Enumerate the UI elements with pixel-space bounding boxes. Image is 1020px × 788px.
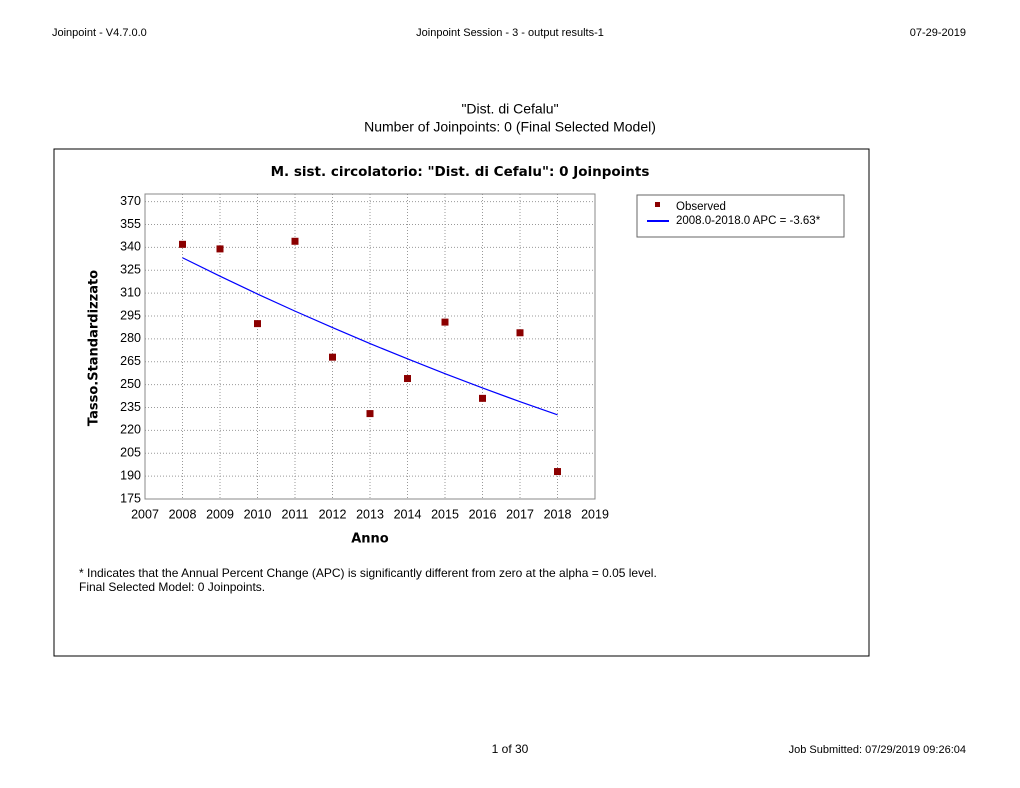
fit-line <box>182 257 558 416</box>
y-tick-label: 325 <box>120 263 141 277</box>
x-axis-label: Anno <box>351 532 389 547</box>
legend-box <box>636 194 845 238</box>
observed-point <box>516 329 524 337</box>
x-tick-label: 2016 <box>469 507 497 521</box>
footnote: * Indicates that the Annual Percent Chan… <box>79 566 657 580</box>
observed-point <box>291 237 299 245</box>
y-tick-label: 205 <box>120 446 141 460</box>
x-tick-label: 2009 <box>206 507 234 521</box>
x-tick-label: 2011 <box>282 507 309 521</box>
plot-border <box>144 193 596 500</box>
x-tick-label: 2018 <box>544 507 572 521</box>
y-tick-label: 310 <box>120 285 141 299</box>
heading: "Dist. di Cefalu" <box>461 101 558 117</box>
observed-point <box>404 375 411 383</box>
y-tick-label: 220 <box>120 423 141 437</box>
x-tick-label: 2008 <box>169 507 197 521</box>
header-right: 07-29-2019 <box>910 27 966 39</box>
y-tick-label: 175 <box>120 491 141 505</box>
y-tick-label: 250 <box>120 377 141 391</box>
x-tick-label: 2019 <box>581 507 609 521</box>
chart-title: M. sist. circolatorio: "Dist. di Cefalu"… <box>271 164 650 180</box>
x-tick-label: 2015 <box>431 507 459 521</box>
observed-point <box>216 245 224 253</box>
x-tick-label: 2014 <box>394 507 422 521</box>
observed-point <box>254 320 261 328</box>
observed-point <box>479 394 486 402</box>
footnote: Final Selected Model: 0 Joinpoints. <box>79 580 265 594</box>
observed-point <box>441 318 449 326</box>
y-tick-label: 235 <box>120 400 141 414</box>
y-tick-label: 280 <box>120 331 141 345</box>
header-center: Joinpoint Session - 3 - output results-1 <box>416 27 604 39</box>
x-tick-label: 2007 <box>131 507 159 521</box>
y-tick-label: 295 <box>120 308 141 322</box>
x-tick-label: 2012 <box>319 507 347 521</box>
x-tick-label: 2017 <box>506 507 534 521</box>
y-tick-label: 265 <box>120 354 141 368</box>
legend-label: 2008.0-2018.0 APC = -3.63* <box>676 215 821 227</box>
page-number: 1 of 30 <box>492 742 529 756</box>
observed-point <box>329 353 336 361</box>
observed-point <box>179 240 186 248</box>
job-submitted: Job Submitted: 07/29/2019 09:26:04 <box>789 744 966 756</box>
heading: Number of Joinpoints: 0 (Final Selected … <box>364 119 656 135</box>
y-axis-label: Tasso.Standardizzato <box>87 270 102 426</box>
y-tick-label: 355 <box>120 217 141 231</box>
y-tick-label: 340 <box>120 240 141 254</box>
plot-area <box>145 194 595 499</box>
legend-marker <box>655 202 660 207</box>
observed-point <box>366 410 374 418</box>
x-tick-label: 2010 <box>244 507 272 521</box>
header-left: Joinpoint - V4.7.0.0 <box>52 27 147 39</box>
legend-label: Observed <box>676 201 726 213</box>
observed-point <box>554 468 561 476</box>
y-tick-label: 190 <box>120 468 141 482</box>
y-tick-label: 370 <box>120 194 141 208</box>
x-tick-label: 2013 <box>356 507 384 521</box>
